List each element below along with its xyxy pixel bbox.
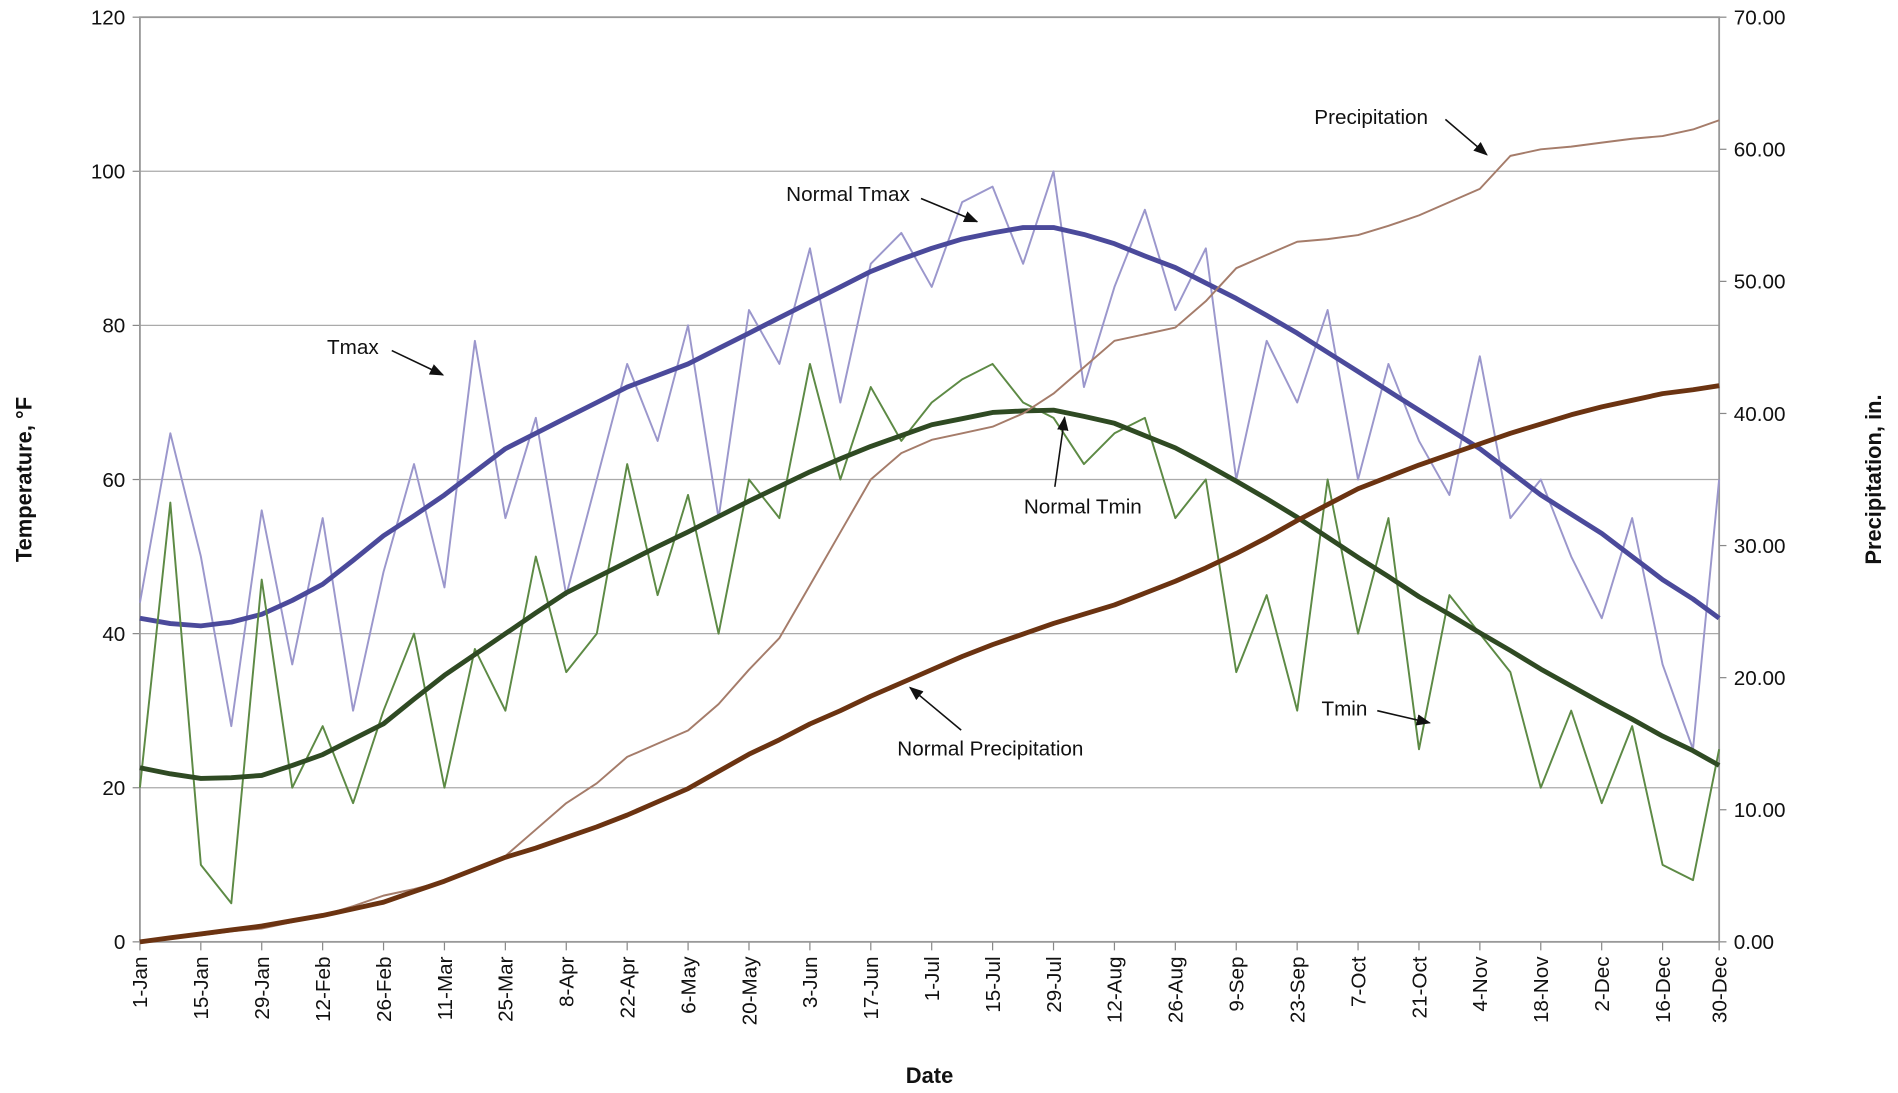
annotation-arrow <box>920 197 979 223</box>
annotation-arrow <box>1054 416 1069 487</box>
x-tick-label: 12-Aug <box>1104 956 1127 1023</box>
x-tick-label: 26-Feb <box>373 956 396 1022</box>
x-tick-label: 4-Nov <box>1469 956 1492 1012</box>
x-tick-label: 15-Jan <box>190 956 213 1019</box>
annotation: Precipitation <box>1314 106 1428 129</box>
x-tick-label: 21-Oct <box>1408 956 1431 1018</box>
annotation-arrow <box>908 686 962 731</box>
x-axis-title: Date <box>906 1063 953 1088</box>
annotation: Normal Precipitation <box>897 738 1083 761</box>
series-line <box>138 170 1721 751</box>
x-tick-label: 9-Sep <box>1226 956 1249 1011</box>
x-tick-label: 7-Oct <box>1347 956 1370 1007</box>
x-tick-label: 1-Jul <box>921 956 944 1001</box>
annotation-arrow <box>1444 118 1488 156</box>
y-tick-label: 100 <box>91 161 126 184</box>
x-tick-label: 3-Jun <box>799 956 822 1008</box>
annotation-arrow <box>1377 709 1431 726</box>
x-tick-label: 12-Feb <box>312 956 335 1022</box>
y2-tick-label: 70.00 <box>1734 6 1786 29</box>
x-tick-label: 30-Dec <box>1708 956 1731 1023</box>
x-tick-label: 1-Jan <box>129 956 152 1008</box>
annotation: Normal Tmin <box>1024 496 1142 519</box>
y2-tick-label: 40.00 <box>1734 403 1786 426</box>
x-tick-label: 26-Aug <box>1165 956 1188 1023</box>
annotation: Tmax <box>327 336 379 359</box>
x-tick-label: 23-Sep <box>1286 956 1309 1023</box>
y2-tick-label: 10.00 <box>1734 799 1786 822</box>
x-tick-label: 29-Jul <box>1043 956 1066 1012</box>
series-line <box>139 119 1720 943</box>
y2-tick-label: 0.00 <box>1734 931 1774 954</box>
y2-tick-label: 30.00 <box>1734 535 1786 558</box>
x-tick-label: 17-Jun <box>860 956 883 1019</box>
x-tick-label: 22-Apr <box>616 956 639 1018</box>
x-tick-label: 20-May <box>738 956 761 1026</box>
x-tick-label: 6-May <box>677 956 700 1014</box>
series-line <box>139 407 1721 781</box>
y-tick-label: 120 <box>91 6 126 29</box>
x-tick-label: 18-Nov <box>1530 956 1553 1023</box>
y-tick-label: 20 <box>102 777 125 800</box>
annotation-arrow <box>391 349 445 376</box>
x-tick-label: 8-Apr <box>556 956 579 1007</box>
x-tick-label: 15-Jul <box>982 956 1005 1012</box>
y-tick-label: 80 <box>102 315 125 338</box>
y-tick-label: 60 <box>102 469 125 492</box>
series-line <box>138 362 1721 905</box>
x-tick-label: 11-Mar <box>434 956 457 1020</box>
y2-tick-label: 20.00 <box>1734 667 1786 690</box>
x-tick-label: 16-Dec <box>1652 956 1675 1023</box>
y-tick-label: 40 <box>102 623 125 646</box>
x-tick-label: 2-Dec <box>1591 956 1614 1011</box>
annotation: Normal Tmax <box>786 183 910 206</box>
x-tick-label: 25-Mar <box>495 956 518 1022</box>
y-axis-title: Temperature, °F <box>12 397 37 562</box>
annotation: Tmin <box>1321 698 1367 721</box>
y2-tick-label: 50.00 <box>1734 271 1786 294</box>
y2-axis-title: Precipitation, in. <box>1861 394 1886 564</box>
series-line <box>139 383 1720 945</box>
y2-tick-label: 60.00 <box>1734 139 1786 162</box>
series-line <box>139 225 1721 629</box>
x-tick-label: 29-Jan <box>251 956 274 1019</box>
y-tick-label: 0 <box>114 931 126 954</box>
